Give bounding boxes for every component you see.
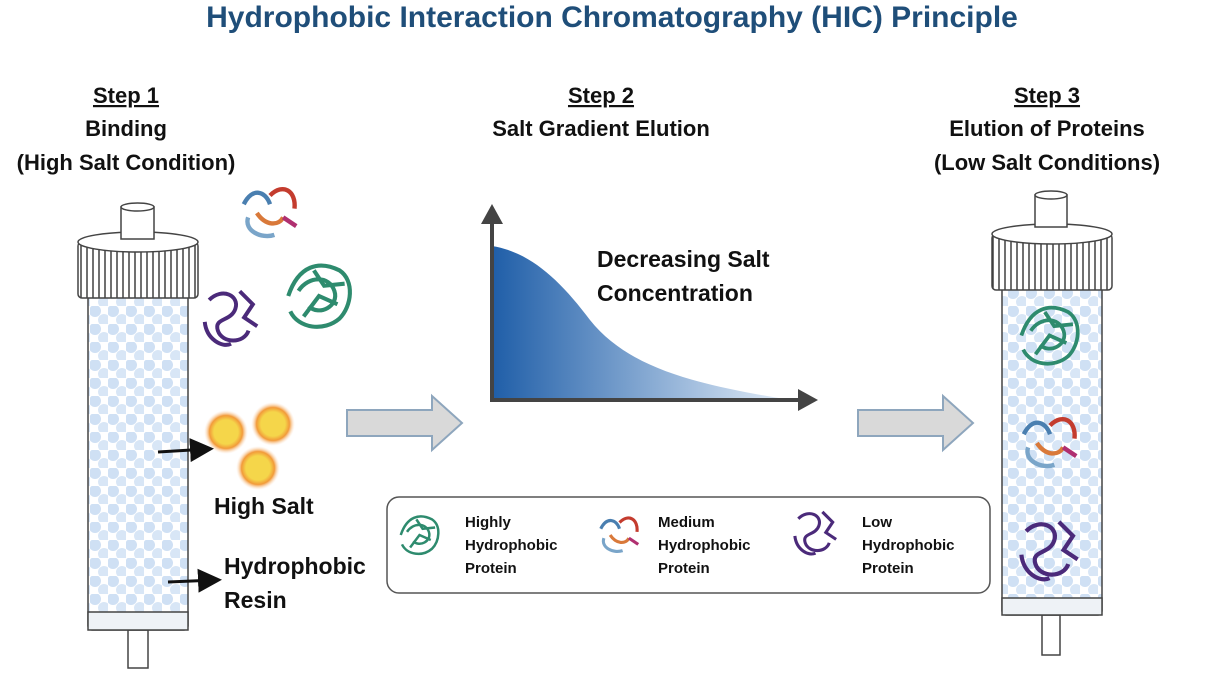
label: Concentration — [597, 280, 753, 306]
label: Hydrophobic — [224, 553, 366, 579]
legend-text: Medium — [658, 514, 715, 531]
title: Hydrophobic Interaction Chromatography (… — [206, 1, 1018, 34]
salt-ion — [251, 402, 295, 446]
legend-text: Low — [862, 514, 892, 531]
pointer-arrow — [157, 438, 214, 463]
label: High Salt — [214, 493, 314, 519]
legend-text: Highly — [465, 514, 511, 531]
legend-text: Protein — [862, 560, 914, 577]
step-line: (Low Salt Conditions) — [934, 150, 1160, 175]
label: Resin — [224, 587, 287, 613]
legend-text: Protein — [465, 560, 517, 577]
column — [77, 202, 199, 669]
legend-box — [386, 496, 991, 594]
graph-axes — [481, 204, 818, 411]
step-line: Binding — [85, 116, 167, 141]
pointer-arrow — [167, 568, 222, 593]
column — [991, 190, 1113, 656]
label: Decreasing Salt — [597, 246, 770, 272]
protein-icon — [244, 189, 297, 236]
step-heading: Step 3 — [1014, 83, 1080, 108]
step-heading: Step 2 — [568, 83, 634, 108]
step-heading: Step 1 — [93, 83, 159, 108]
step-line: (High Salt Condition) — [17, 150, 236, 175]
salt-ion — [204, 410, 248, 454]
protein-icon — [205, 291, 258, 345]
flow-arrow — [346, 393, 464, 453]
gradient-area — [492, 246, 790, 400]
protein-icon — [288, 266, 350, 327]
legend-text: Hydrophobic — [862, 537, 955, 554]
step-line: Elution of Proteins — [949, 116, 1145, 141]
salt-ion — [236, 446, 280, 490]
flow-arrow — [857, 393, 975, 453]
legend-text: Protein — [658, 560, 710, 577]
legend-text: Hydrophobic — [465, 537, 558, 554]
step-line: Salt Gradient Elution — [492, 116, 710, 141]
legend-text: Hydrophobic — [658, 537, 751, 554]
